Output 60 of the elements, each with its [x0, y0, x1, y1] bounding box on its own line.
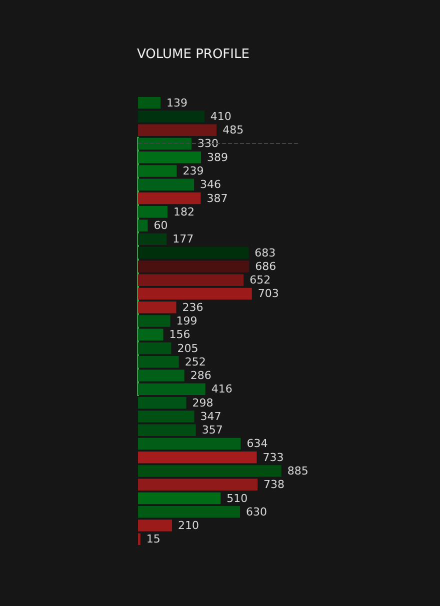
bar [138, 138, 192, 150]
data-label: 703 [258, 287, 279, 300]
data-label: 733 [262, 450, 284, 464]
data-label: 510 [226, 492, 248, 505]
data-label: 298 [192, 396, 214, 410]
bar [138, 124, 217, 136]
bar [138, 342, 172, 354]
data-label: 387 [206, 192, 228, 205]
bar [138, 178, 194, 190]
bar [138, 438, 241, 450]
data-label: 652 [250, 274, 271, 287]
data-label: 236 [182, 300, 204, 314]
data-label: 286 [190, 369, 212, 382]
data-label: 357 [202, 424, 223, 437]
bar [138, 383, 206, 396]
bar [138, 315, 170, 327]
bar [138, 492, 221, 504]
data-label: 346 [200, 178, 222, 192]
data-label: 252 [184, 355, 206, 368]
bar [138, 288, 252, 300]
data-label: 182 [173, 205, 194, 218]
bar [138, 302, 176, 314]
chart-title: VOLUME PROFILE [137, 47, 250, 62]
bar [138, 478, 258, 490]
bar [138, 452, 257, 464]
bar [138, 246, 249, 259]
bar [138, 274, 244, 286]
data-label: 634 [246, 437, 268, 450]
bar [138, 96, 161, 109]
data-label: 485 [222, 124, 244, 137]
data-label: 139 [166, 96, 188, 110]
bar [138, 165, 177, 177]
data-label: 885 [287, 464, 308, 478]
bar [138, 192, 201, 204]
data-label: 330 [197, 137, 218, 150]
data-label: 205 [177, 342, 198, 355]
bar [138, 110, 204, 122]
data-label: 199 [176, 314, 198, 328]
data-label: 156 [169, 328, 190, 342]
data-label: 410 [210, 110, 232, 123]
data-label: 416 [211, 382, 232, 396]
bar [138, 465, 282, 477]
data-label: 630 [246, 505, 268, 518]
data-label: 210 [178, 519, 200, 532]
bar [138, 152, 202, 164]
bar [138, 328, 164, 340]
bar [138, 260, 250, 272]
data-label: 683 [254, 246, 276, 260]
data-label: 686 [255, 260, 276, 273]
data-label: 389 [207, 150, 228, 164]
bar [138, 233, 167, 246]
data-label: 738 [264, 478, 285, 492]
data-label: 347 [200, 410, 222, 423]
bar [138, 520, 172, 532]
data-label: 60 [154, 219, 168, 232]
bar [138, 396, 186, 409]
bar [138, 506, 240, 518]
data-label: 15 [146, 532, 160, 546]
data-label: 177 [172, 232, 194, 246]
data-label: 239 [182, 164, 204, 178]
